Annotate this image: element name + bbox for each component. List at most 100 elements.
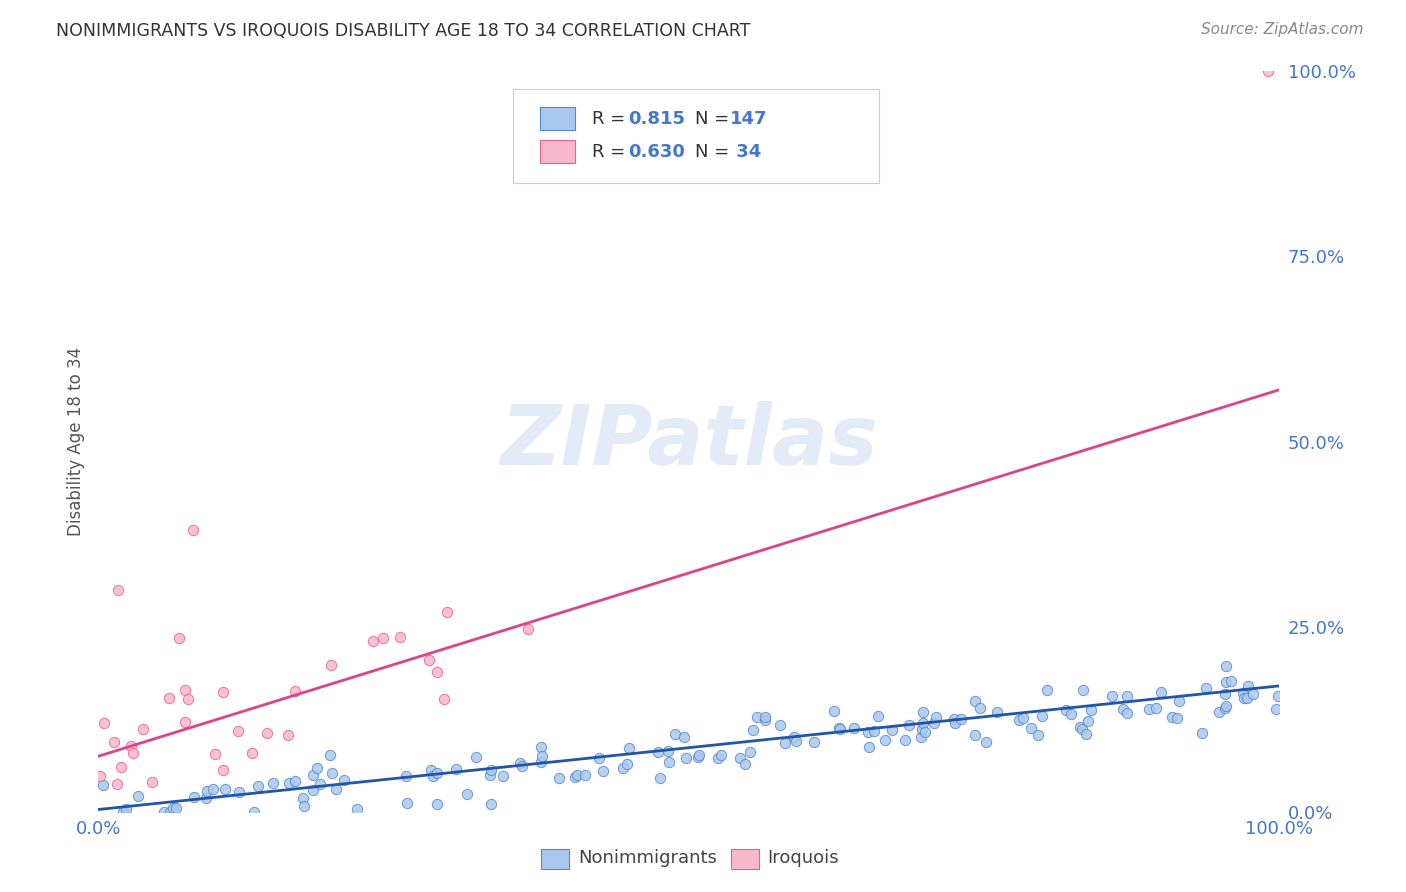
Point (1011, 711, 1033, 725)
Point (565, 768, 588, 782)
Text: ZIPatlas: ZIPatlas (501, 401, 877, 482)
Point (588, 751, 610, 765)
Point (1267, 689, 1289, 703)
Point (247, 779, 270, 793)
Point (1137, 702, 1160, 716)
Point (858, 740, 880, 755)
Point (319, 657, 342, 672)
Text: Iroquois: Iroquois (768, 849, 839, 867)
Point (1101, 689, 1123, 703)
Point (418, 653, 440, 667)
Point (647, 745, 669, 759)
Point (686, 750, 709, 764)
Point (612, 761, 634, 775)
Point (858, 725, 880, 739)
Point (912, 715, 935, 730)
Point (492, 769, 515, 783)
Point (277, 728, 299, 742)
Point (132, 723, 155, 737)
Text: 0.815: 0.815 (628, 110, 686, 128)
Point (456, 787, 478, 801)
Text: Source: ZipAtlas.com: Source: ZipAtlas.com (1201, 22, 1364, 37)
Point (1236, 691, 1258, 706)
Point (422, 769, 444, 783)
Point (914, 725, 936, 739)
Point (922, 716, 945, 731)
Point (464, 749, 486, 764)
Point (395, 769, 418, 783)
Point (112, 805, 135, 819)
Point (734, 756, 756, 771)
Point (657, 744, 679, 758)
Point (346, 802, 368, 816)
Point (785, 734, 807, 748)
Point (371, 631, 394, 645)
Point (174, 714, 197, 729)
Point (617, 740, 640, 755)
Point (479, 797, 502, 812)
Text: N =: N = (695, 110, 734, 128)
Point (433, 692, 456, 706)
Point (911, 722, 934, 736)
Point (141, 774, 163, 789)
Point (309, 777, 332, 791)
Point (530, 748, 553, 763)
Point (127, 789, 149, 804)
Point (688, 748, 710, 763)
Point (882, 723, 904, 738)
Point (1036, 683, 1059, 698)
Point (592, 764, 614, 778)
Point (1215, 698, 1237, 713)
Point (1060, 707, 1083, 722)
Point (529, 756, 551, 770)
Point (942, 712, 965, 726)
Point (509, 756, 531, 770)
Point (965, 728, 987, 742)
Point (157, 691, 180, 706)
Point (965, 694, 987, 708)
Point (1116, 706, 1139, 720)
Point (1241, 687, 1264, 701)
Point (426, 766, 449, 780)
Point (91, 778, 114, 792)
Point (1166, 711, 1188, 725)
Point (754, 710, 776, 724)
Point (893, 732, 915, 747)
Point (754, 713, 776, 727)
Point (319, 747, 342, 762)
Point (1071, 682, 1094, 697)
Point (1150, 685, 1173, 699)
Point (1144, 701, 1167, 715)
Point (226, 723, 249, 738)
Point (1213, 687, 1236, 701)
Point (159, 805, 181, 819)
Point (1195, 681, 1218, 695)
Point (1021, 721, 1043, 735)
Point (517, 622, 540, 636)
Point (986, 705, 1008, 719)
Point (673, 730, 696, 744)
Point (256, 726, 278, 740)
Point (1077, 714, 1099, 728)
Point (564, 771, 586, 785)
Point (107, 582, 129, 597)
Point (1069, 720, 1091, 734)
Point (863, 724, 886, 739)
Point (510, 759, 533, 773)
Point (842, 721, 865, 735)
Point (305, 761, 328, 775)
Point (301, 767, 323, 781)
Point (830, 722, 852, 736)
Point (204, 747, 226, 761)
Point (911, 705, 934, 719)
Point (1257, 64, 1279, 78)
Point (1232, 686, 1254, 700)
Point (769, 718, 792, 732)
Text: R =: R = (592, 110, 631, 128)
Point (105, 777, 128, 791)
Point (89, 768, 111, 782)
Point (121, 746, 143, 760)
Point (284, 774, 307, 789)
Point (898, 718, 921, 732)
Point (1213, 701, 1236, 715)
